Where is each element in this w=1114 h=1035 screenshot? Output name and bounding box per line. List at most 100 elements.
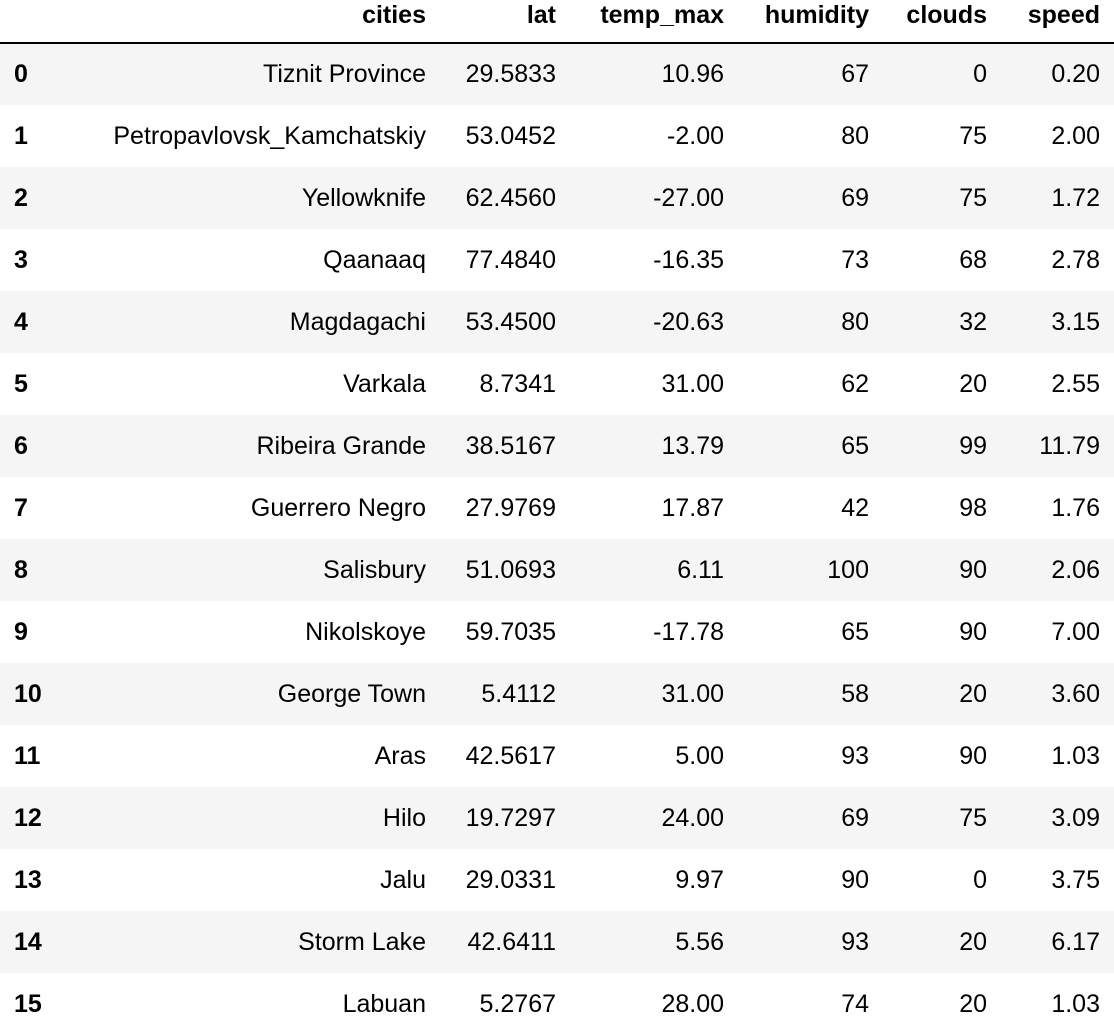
cell-speed: 1.76 [1051,493,1100,522]
cell-cities: Guerrero Negro [250,493,426,522]
cell-clouds: 20 [959,989,987,1018]
cell-lat: 27.9769 [465,493,556,522]
table-row: 4 Magdagachi 53.4500 -20.63 80 32 3.15 [0,291,1114,353]
cell-lat: 42.5617 [465,741,556,770]
cell-temp-max: 31.00 [661,369,724,398]
table-row: 1 Petropavlovsk_Kamchatskiy 53.0452 -2.00 80… [0,105,1114,167]
header-cities: cities [60,0,440,44]
cell-clouds: 75 [959,183,987,212]
cell-speed: 2.55 [1051,369,1100,398]
cell-lat: 5.4112 [481,679,556,708]
table-row: 0 Tiznit Province 29.5833 10.96 67 0 0.20 [0,43,1114,105]
cell-temp-max: 28.00 [661,989,724,1018]
cell-temp-max: -17.78 [653,617,724,646]
table-header: cities lat temp_max humidity clouds spee… [0,0,1114,44]
row-index: 0 [14,60,28,88]
cell-speed: 3.09 [1051,803,1100,832]
table-row: 5 Varkala 8.7341 31.00 62 20 2.55 [0,353,1114,415]
cell-temp-max: 31.00 [661,679,724,708]
table-row: 9 Nikolskoye 59.7035 -17.78 65 90 7.00 [0,601,1114,663]
cell-speed: 2.78 [1051,245,1100,274]
cell-humidity: 58 [841,679,869,708]
cell-lat: 42.6411 [467,927,556,956]
table-row: 13 Jalu 29.0331 9.97 90 0 3.75 [0,849,1114,911]
row-index: 15 [14,989,42,1018]
cell-temp-max: -20.63 [653,307,724,336]
cell-lat: 59.7035 [465,617,556,646]
cell-temp-max: 17.87 [661,493,724,522]
cell-humidity: 67 [841,60,869,88]
row-index: 11 [14,741,41,770]
cell-cities: Yellowknife [301,183,426,212]
header-clouds: clouds [883,0,1001,44]
cell-speed: 7.00 [1051,617,1100,646]
cell-lat: 62.4560 [465,183,556,212]
cell-humidity: 90 [841,865,869,894]
cell-humidity: 80 [841,307,869,336]
cell-humidity: 69 [841,183,869,212]
cell-humidity: 93 [841,741,869,770]
cell-cities: Magdagachi [289,307,426,336]
cell-lat: 53.4500 [465,307,556,336]
table-row: 6 Ribeira Grande 38.5167 13.79 65 99 11.79 [0,415,1114,477]
cell-cities: Jalu [380,865,426,894]
row-index: 13 [14,865,42,894]
table-row: 7 Guerrero Negro 27.9769 17.87 42 98 1.76 [0,477,1114,539]
cell-clouds: 98 [959,493,987,522]
row-index: 4 [14,307,28,336]
cell-cities: Aras [374,741,426,770]
cell-speed: 3.60 [1051,679,1100,708]
cell-cities: Nikolskoye [305,617,426,646]
cell-temp-max: 6.11 [677,555,724,584]
cell-lat: 19.7297 [465,803,556,832]
cell-temp-max: 10.96 [661,60,724,88]
cell-clouds: 75 [959,121,987,150]
cell-clouds: 90 [959,741,987,770]
table-body: 0 Tiznit Province 29.5833 10.96 67 0 0.20 1 Petr… [0,43,1114,1035]
cell-clouds: 90 [959,617,987,646]
cell-cities: Labuan [342,989,426,1018]
cell-humidity: 65 [841,431,869,460]
table-row: 15 Labuan 5.2767 28.00 74 20 1.03 [0,973,1114,1035]
table-row: 11 Aras 42.5617 5.00 93 90 1.03 [0,725,1114,787]
cell-temp-max: 5.56 [675,927,724,956]
cell-cities: Salisbury [323,555,426,584]
row-index: 6 [14,431,28,460]
cell-clouds: 20 [959,679,987,708]
cell-humidity: 74 [841,989,869,1018]
header-lat: lat [440,0,570,44]
header-speed: speed [1001,0,1114,44]
cell-clouds: 75 [959,803,987,832]
cell-cities: Tiznit Province [262,60,426,88]
row-index: 12 [14,803,42,832]
cell-speed: 0.20 [1051,60,1100,88]
row-index: 14 [14,927,42,956]
cell-clouds: 0 [973,60,987,88]
cell-temp-max: -16.35 [653,245,724,274]
cell-lat: 29.5833 [465,60,556,88]
row-index: 2 [14,183,28,212]
cell-lat: 53.0452 [465,121,556,150]
cell-clouds: 90 [959,555,987,584]
row-index: 8 [14,555,28,584]
cell-temp-max: 13.79 [661,431,724,460]
cell-cities: Varkala [343,369,426,398]
cell-clouds: 68 [959,245,987,274]
row-index: 3 [14,245,28,274]
cell-clouds: 32 [959,307,987,336]
cell-speed: 2.00 [1051,121,1100,150]
cell-humidity: 73 [841,245,869,274]
row-index: 9 [14,617,28,646]
cell-speed: 3.15 [1051,307,1100,336]
header-humidity: humidity [738,0,883,44]
cell-speed: 1.03 [1051,741,1100,770]
table-row: 2 Yellowknife 62.4560 -27.00 69 75 1.72 [0,167,1114,229]
cell-cities: Hilo [382,803,426,832]
cell-speed: 2.06 [1051,555,1100,584]
cell-humidity: 65 [841,617,869,646]
cell-speed: 1.03 [1051,989,1100,1018]
table-row: 8 Salisbury 51.0693 6.11 100 90 2.06 [0,539,1114,601]
cell-humidity: 62 [841,369,869,398]
row-index: 10 [14,679,42,708]
